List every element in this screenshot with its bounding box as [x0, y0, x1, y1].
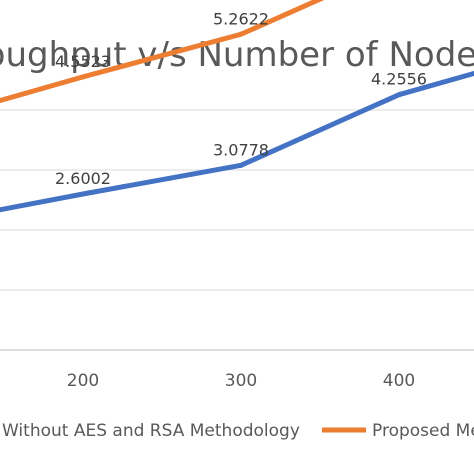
x-tick-label: 300 [225, 371, 257, 391]
gridlines [0, 109, 474, 351]
series-lines [0, 0, 474, 213]
data-point [80, 191, 86, 197]
legend-label: Without AES and RSA Methodology [2, 421, 300, 441]
data-label: 4.5523 [55, 52, 111, 71]
legend-label: Proposed Methodology [372, 421, 474, 441]
data-label: 3.0778 [213, 140, 269, 159]
data-point [238, 31, 244, 37]
chart-title: Throughput v/s Number of Nodes [0, 35, 474, 75]
data-point [396, 92, 402, 98]
data-label: 4.2556 [371, 70, 427, 89]
x-tick-label: 400 [383, 371, 415, 391]
x-axis-ticks: 100200300400500 [67, 371, 415, 391]
data-point [80, 74, 86, 80]
legend: Without AES and RSA Methodology Proposed … [2, 421, 474, 441]
data-label: 2.6002 [55, 169, 111, 188]
x-tick-label: 200 [67, 371, 99, 391]
data-point [238, 162, 244, 168]
data-label: 5.2622 [213, 9, 269, 28]
